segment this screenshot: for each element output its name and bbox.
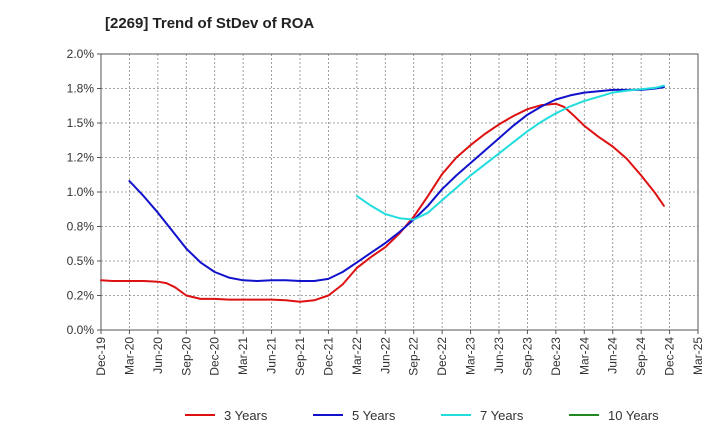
x-tick-label: Jun-24 (606, 337, 620, 374)
x-tick-label: Mar-23 (464, 337, 478, 375)
legend-label: 3 Years (224, 408, 268, 423)
x-tick-label: Sep-22 (407, 337, 421, 376)
series-line-3-years (100, 102, 665, 303)
x-tick-label: Mar-25 (691, 337, 705, 375)
x-tick-label: Sep-21 (293, 337, 307, 376)
y-tick-label: 1.0% (67, 185, 95, 199)
x-tick-label: Dec-20 (208, 337, 222, 376)
x-tick-label: Jun-23 (492, 337, 506, 374)
x-tick-label: Sep-24 (634, 337, 648, 376)
legend-label: 10 Years (608, 408, 659, 423)
y-tick-label: 1.8% (67, 82, 95, 96)
y-tick-label: 0.5% (67, 254, 95, 268)
x-tick-label: Jun-22 (378, 337, 392, 374)
x-tick-label: Mar-20 (122, 337, 136, 375)
x-tick-label: Dec-22 (435, 337, 449, 376)
x-tick-label: Sep-23 (520, 337, 534, 376)
series-lines (100, 84, 665, 303)
axes: 0.0% 0.2% 0.5% 0.8% 1.0% 1.2% 1.5% 1.8% 2.0% Dec-… (67, 47, 705, 376)
x-tick-label: Dec-21 (321, 337, 335, 376)
x-tick-label: Jun-21 (265, 337, 279, 374)
x-tick-label: Dec-23 (549, 337, 563, 376)
y-tick-label: 2.0% (67, 47, 95, 61)
y-tick-label: 0.2% (67, 289, 95, 303)
chart-title: [2269] Trend of StDev of ROA (105, 15, 315, 32)
y-tick-label: 0.8% (67, 220, 95, 234)
legend-label: 5 Years (352, 408, 396, 423)
grid-lines (101, 54, 698, 330)
legend: 3 Years 5 Years 7 Years 10 Years (185, 408, 659, 423)
x-tick-label: Mar-24 (577, 337, 591, 375)
x-tick-label: Dec-19 (94, 337, 108, 376)
y-tick-label: 0.0% (67, 323, 95, 337)
x-tick-label: Dec-24 (663, 337, 677, 376)
series-line-7-years (355, 84, 665, 221)
x-tick-label: Mar-21 (236, 337, 250, 375)
x-tick-label: Sep-20 (179, 337, 193, 376)
y-tick-label: 1.5% (67, 116, 95, 130)
y-tick-label: 1.2% (67, 151, 95, 165)
series-line-5-years (128, 86, 665, 282)
x-tick-label: Mar-22 (350, 337, 364, 375)
legend-label: 7 Years (480, 408, 524, 423)
x-tick-label: Jun-20 (151, 337, 165, 374)
